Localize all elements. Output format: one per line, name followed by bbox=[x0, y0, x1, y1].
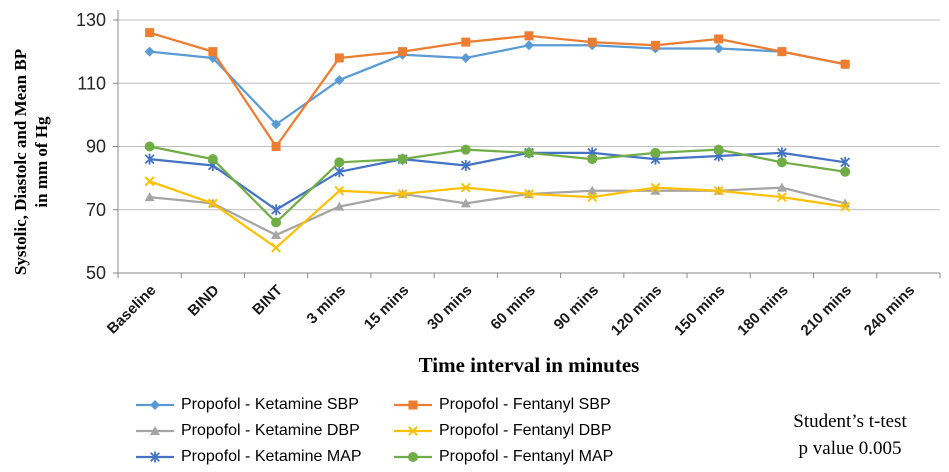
legend-marker-icon-asterisk bbox=[136, 451, 174, 462]
legend-label: Propofol - Fentanyl SBP bbox=[439, 395, 611, 413]
legend-marker-icon-circle bbox=[394, 451, 432, 462]
x-tick-label: 60 mins bbox=[487, 282, 539, 334]
legend-label: Propofol - Ketamine MAP bbox=[181, 447, 362, 465]
legend-marker-icon-triangle bbox=[136, 425, 174, 435]
series-propofol-fentanyl-sbp bbox=[145, 28, 850, 151]
annotation-line2: p value 0.005 bbox=[798, 438, 902, 459]
y-tick-label: 70 bbox=[86, 200, 106, 220]
legend-item-propofol-ketamine-map: Propofol - Ketamine MAP bbox=[135, 444, 393, 469]
x-tick-label: 120 mins bbox=[608, 282, 665, 339]
series-propofol-ketamine-sbp bbox=[144, 40, 851, 130]
legend-item-propofol-fentanyl-dbp: Propofol - Fentanyl DBP bbox=[393, 418, 651, 443]
x-tick-label: BINT bbox=[249, 282, 286, 319]
x-tick-label: BIND bbox=[185, 282, 223, 320]
series-propofol-fentanyl-dbp bbox=[144, 176, 851, 253]
series-propofol-ketamine-map bbox=[144, 147, 851, 216]
legend-label: Propofol - Ketamine DBP bbox=[181, 421, 360, 439]
x-axis-title: Time interval in minutes bbox=[419, 353, 640, 377]
legend-label: Propofol - Fentanyl DBP bbox=[439, 421, 612, 439]
x-tick-label: 180 mins bbox=[734, 282, 791, 339]
legend-label: Propofol - Ketamine SBP bbox=[181, 395, 359, 413]
legend-marker-icon-diamond bbox=[136, 399, 174, 410]
y-tick-label: 90 bbox=[86, 137, 106, 157]
x-tick-label: Baseline bbox=[104, 282, 160, 338]
y-tick-labels: 50 70 90 110 130 bbox=[76, 10, 106, 283]
y-tick-label: 50 bbox=[86, 263, 106, 283]
legend-item-propofol-ketamine-dbp: Propofol - Ketamine DBP bbox=[135, 418, 393, 443]
x-tick-label: 30 mins bbox=[424, 282, 476, 334]
x-tick-label: 15 mins bbox=[361, 282, 413, 334]
x-tick-label: 240 mins bbox=[861, 282, 918, 339]
y-tick-label: 110 bbox=[77, 73, 106, 93]
x-tick-label: 3 mins bbox=[304, 282, 350, 328]
series-propofol-fentanyl-map bbox=[144, 141, 851, 228]
legend-marker-icon-square bbox=[394, 400, 432, 409]
y-tick-label: 130 bbox=[76, 10, 106, 30]
legend-item-propofol-ketamine-sbp: Propofol - Ketamine SBP bbox=[135, 392, 393, 417]
x-tick-label: 210 mins bbox=[798, 282, 855, 339]
axes bbox=[113, 10, 941, 278]
chart-legend: Propofol - Ketamine SBP Propofol - Fentan… bbox=[135, 392, 651, 469]
annotation-line1: Student’s t-test bbox=[793, 411, 907, 432]
chart-plot-area: 50 70 90 110 130 Baseline BIND BINT 3 mins 15 min… bbox=[76, 10, 941, 377]
legend-item-propofol-fentanyl-map: Propofol - Fentanyl MAP bbox=[393, 444, 651, 469]
x-tick-labels: Baseline BIND BINT 3 mins 15 mins 30 mins 60 m… bbox=[104, 282, 918, 340]
x-tick-label: 90 mins bbox=[551, 282, 603, 334]
legend-item-propofol-fentanyl-sbp: Propofol - Fentanyl SBP bbox=[393, 392, 651, 417]
legend-marker-icon-x bbox=[394, 425, 432, 436]
x-tick-label: 150 mins bbox=[671, 282, 728, 339]
legend-label: Propofol - Fentanyl MAP bbox=[439, 447, 614, 465]
stats-annotation: Student’s t-test p value 0.005 bbox=[755, 408, 945, 462]
